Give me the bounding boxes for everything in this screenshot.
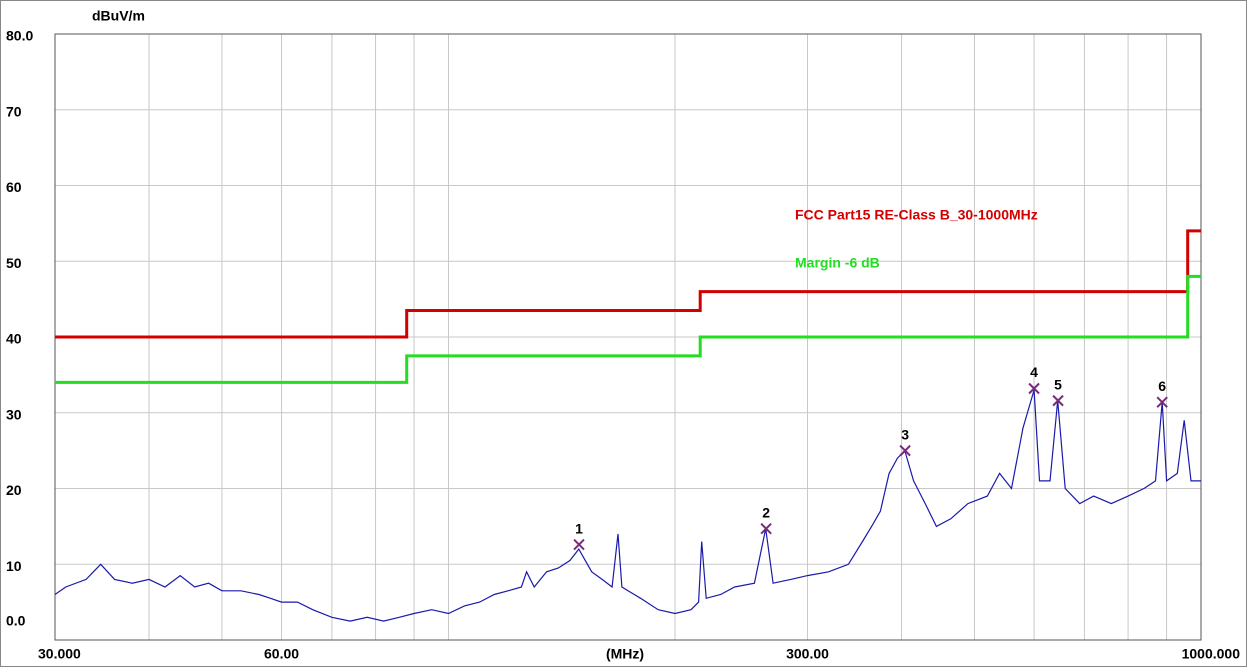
y-tick-label: 60 xyxy=(6,179,22,195)
marker xyxy=(899,444,911,457)
x-tick-label: 300.00 xyxy=(786,646,829,662)
marker-label: 3 xyxy=(901,426,909,442)
marker xyxy=(1156,396,1168,408)
y-tick-label: 0.0 xyxy=(6,613,26,629)
marker-label: 4 xyxy=(1030,364,1038,380)
marker xyxy=(1052,394,1064,407)
y-tick-label: 10 xyxy=(6,558,22,574)
y-axis-label: dBuV/m xyxy=(92,8,145,24)
legend-label: Margin -6 dB xyxy=(795,255,880,271)
legend-label: FCC Part15 RE-Class B_30-1000MHz xyxy=(795,207,1038,223)
marker-label: 5 xyxy=(1054,376,1062,392)
series-line xyxy=(55,274,1201,384)
x-tick-label: 60.00 xyxy=(264,646,299,662)
x-axis-label: (MHz) xyxy=(606,646,644,662)
y-tick-label: 20 xyxy=(6,482,22,498)
y-tick-label: 40 xyxy=(6,331,22,347)
y-tick-label: 30 xyxy=(6,406,22,422)
series-line xyxy=(54,389,1201,622)
x-tick-label: 30.000 xyxy=(38,646,81,662)
y-tick-label: 80.0 xyxy=(6,28,33,44)
y-tick-label: 70 xyxy=(6,103,22,119)
x-tick-label: 1000.000 xyxy=(1182,646,1241,662)
marker-label: 6 xyxy=(1158,378,1166,394)
marker-label: 2 xyxy=(762,504,770,520)
series-line xyxy=(55,229,1201,339)
y-tick-label: 50 xyxy=(6,255,22,271)
marker xyxy=(573,538,585,551)
marker-label: 1 xyxy=(575,520,583,536)
marker xyxy=(1028,382,1040,395)
marker xyxy=(760,522,772,535)
